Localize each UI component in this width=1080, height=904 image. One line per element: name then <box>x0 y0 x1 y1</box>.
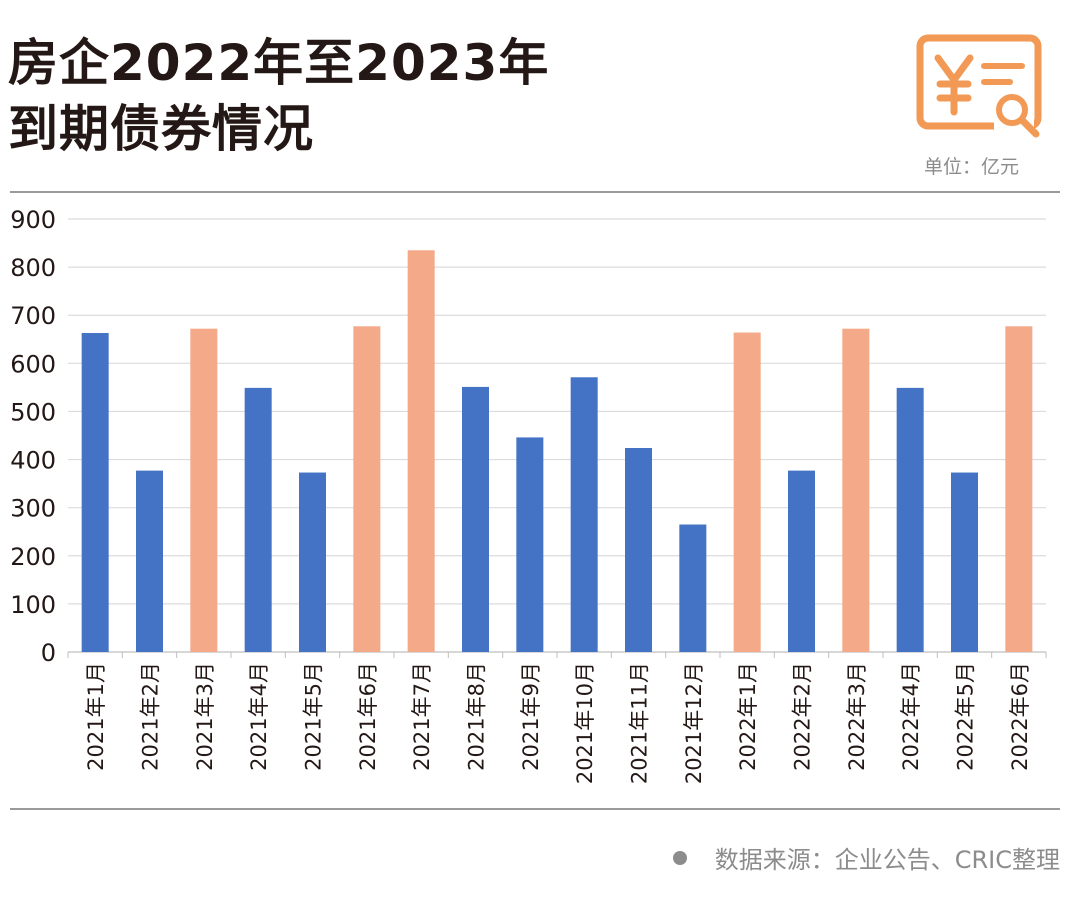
top-divider <box>10 191 1060 193</box>
y-tick-label: 600 <box>10 350 56 378</box>
bar <box>951 472 978 652</box>
y-tick-label: 300 <box>10 495 56 523</box>
bar <box>516 437 544 652</box>
bar <box>407 250 435 652</box>
y-axis-ticks: 0 100 200 300 400 500 600 700 800 900 <box>10 206 56 667</box>
bar <box>136 470 163 652</box>
page-title: 房企2022年至2023年 到期债券情况 <box>8 30 549 162</box>
y-tick-label: 0 <box>41 639 56 667</box>
x-tick-label: 2021年1月 <box>84 662 108 771</box>
bar <box>679 524 707 652</box>
bar <box>299 472 326 652</box>
x-tick-label: 2022年1月 <box>736 662 760 771</box>
source-text: 数据来源：企业公告、CRIC整理 <box>714 846 1060 874</box>
bar <box>462 386 489 652</box>
x-tick-label: 2021年10月 <box>573 662 597 784</box>
x-tick-label: 2021年9月 <box>519 662 543 771</box>
y-tick-label: 800 <box>10 254 56 282</box>
x-tick-label: 2021年3月 <box>193 662 217 771</box>
bar <box>353 326 381 652</box>
x-tick-label: 2021年8月 <box>465 662 489 771</box>
x-tick-label: 2022年3月 <box>845 662 869 771</box>
y-tick-label: 500 <box>10 398 56 426</box>
x-tick-label: 2022年4月 <box>899 662 923 771</box>
x-tick-label: 2021年11月 <box>628 662 652 784</box>
y-tick-label: 400 <box>10 447 56 475</box>
y-tick-label: 900 <box>10 206 56 234</box>
x-tick-label: 2022年2月 <box>791 662 815 771</box>
x-tick-label: 2021年6月 <box>356 662 380 771</box>
yuan-bill-search-icon <box>916 34 1046 140</box>
title-line-1: 房企2022年至2023年 <box>8 34 550 92</box>
grid-lines <box>67 218 1047 658</box>
title-line-2: 到期债券情况 <box>8 100 314 158</box>
bar <box>625 448 652 652</box>
x-tick-label: 2021年4月 <box>247 662 271 771</box>
bar <box>1005 326 1033 652</box>
bar <box>733 332 761 652</box>
x-tick-label: 2021年12月 <box>682 662 706 784</box>
bar <box>244 387 272 652</box>
x-axis-ticks: 2021年1月 2021年2月 2021年3月 2021年4月 2021年5月 2021年… <box>84 662 1032 784</box>
bullet-dot-icon <box>672 850 687 865</box>
bar <box>190 328 218 652</box>
x-tick-label: 2022年5月 <box>954 662 978 771</box>
x-tick-label: 2021年2月 <box>139 662 163 771</box>
x-tick-label: 2022年6月 <box>1008 662 1032 771</box>
bar <box>570 377 598 652</box>
bar <box>896 387 924 652</box>
bar <box>81 333 109 652</box>
x-tick-label: 2021年7月 <box>410 662 434 771</box>
bars <box>81 250 1033 652</box>
bar <box>842 328 870 652</box>
bottom-divider <box>10 808 1060 810</box>
y-tick-label: 700 <box>10 302 56 330</box>
y-tick-label: 100 <box>10 591 56 619</box>
x-tick-label: 2021年5月 <box>302 662 326 771</box>
y-tick-label: 200 <box>10 543 56 571</box>
source-note: 数据来源：企业公告、CRIC整理 <box>672 840 1060 875</box>
unit-label: 单位：亿元 <box>924 156 1020 178</box>
bar <box>788 470 815 652</box>
